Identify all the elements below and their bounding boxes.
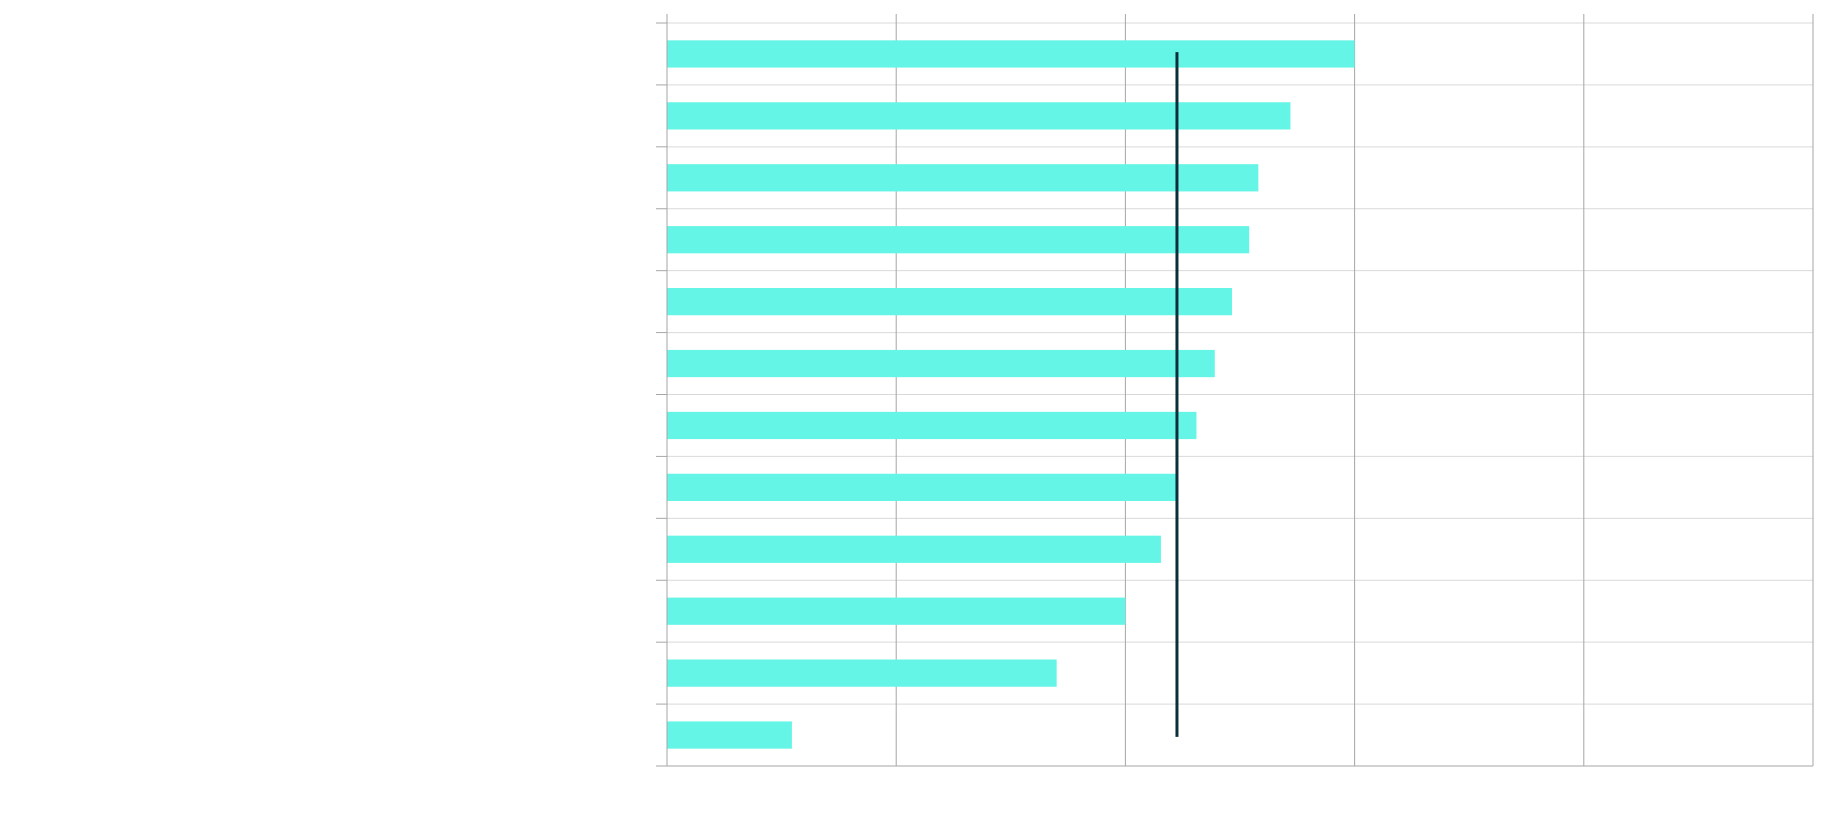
bar	[667, 164, 1259, 192]
bar	[667, 102, 1291, 130]
bar	[667, 597, 1126, 625]
bar	[667, 535, 1161, 563]
bar	[667, 659, 1057, 687]
bar	[667, 411, 1197, 440]
bar	[667, 288, 1232, 316]
bar	[667, 349, 1215, 378]
bars	[667, 40, 1355, 749]
bar	[667, 473, 1179, 501]
bar	[667, 40, 1355, 68]
bar	[667, 721, 792, 749]
bar	[667, 226, 1250, 254]
axes	[656, 14, 1813, 767]
